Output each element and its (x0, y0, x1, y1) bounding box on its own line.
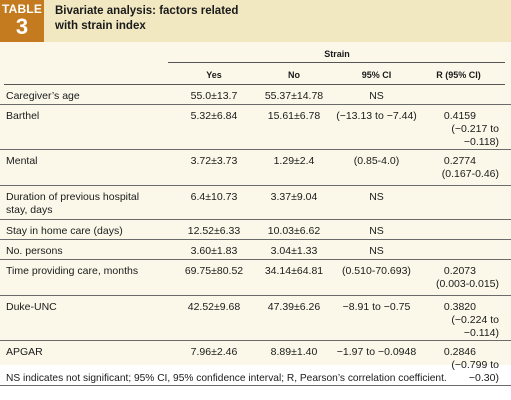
r-cell: 0.2774 (0.167-0.46) (419, 149, 511, 186)
table-row: Duke-UNC 42.52±9.68 47.39±6.26 −8.91 to −0.… (0, 295, 511, 341)
no-value: 34.14±64.81 (254, 259, 334, 296)
factor-cell: Caregiver’s age (0, 85, 174, 105)
factor-label: APGAR (6, 345, 43, 358)
table-header: TABLE 3 Bivariate analysis: factors rela… (0, 0, 511, 42)
yes-value: 55.0±13.7 (174, 85, 254, 105)
factor-cell: Duration of previous hospital stay, days (0, 185, 174, 220)
r-value: 0.2846 (443, 345, 476, 358)
factor-cell: Barthel (0, 104, 174, 150)
column-group-header: Strain (0, 42, 511, 63)
table-row: Stay in home care (days) 12.52±6.33 10.03±… (0, 219, 511, 240)
factor-label: stay, days (6, 203, 53, 216)
yes-value: 12.52±6.33 (174, 219, 254, 240)
table-row: Caregiver’s age 55.0±13.7 55.37±14.78 NS (0, 85, 511, 105)
ci-value: −8.91 to −0.75 (334, 295, 419, 341)
r-cell (419, 85, 511, 105)
table-footnote: NS indicates not significant; 95% CI, 95… (6, 373, 447, 384)
column-header-95ci: 95% CI (361, 70, 392, 80)
factor-label: Duration of previous hospital (6, 190, 140, 203)
ci-value: NS (334, 85, 419, 105)
r-cell: 0.4159 (−0.217 to −0.118) (419, 104, 511, 150)
r-cell (419, 219, 511, 240)
ci-value: (0.510-70.693) (334, 259, 419, 296)
ci-value: (−13.13 to −7.44) (334, 104, 419, 150)
r-cell: 0.2073 (0.003-0.015) (419, 259, 511, 296)
factor-cell: Time providing care, months (0, 259, 174, 296)
yes-value: 7.96±2.46 (174, 340, 254, 386)
no-value: 10.03±6.62 (254, 219, 334, 240)
table-title-line-1: Bivariate analysis: factors related (55, 5, 239, 17)
ci-value: (0.85-4.0) (334, 149, 419, 186)
table-row: No. persons 3.60±1.83 3.04±1.33 NS (0, 239, 511, 260)
no-value: 55.37±14.78 (254, 85, 334, 105)
ci-value: NS (334, 239, 419, 260)
column-header-r: R (95% CI) (436, 70, 481, 80)
table-row: Duration of previous hospital stay, days 6… (0, 185, 511, 220)
factor-cell: APGAR (0, 340, 174, 386)
factor-label: Caregiver’s age (6, 90, 80, 102)
table-row: Time providing care, months 69.75±80.52 34… (0, 259, 511, 296)
table-body-area: Strain Yes No 95% CI R (95% CI) Caregive… (0, 42, 511, 386)
no-value: 1.29±2.4 (254, 149, 334, 186)
r-ci-value: (0.003-0.015) (435, 277, 499, 290)
strain-group-label: Strain (324, 49, 350, 59)
r-ci-value: (−0.799 to −0.30) (451, 358, 499, 384)
yes-value: 3.60±1.83 (174, 239, 254, 260)
table-tag-word: TABLE (1, 2, 43, 16)
factor-label: No. persons (6, 244, 63, 257)
no-value: 3.04±1.33 (254, 239, 334, 260)
no-value: 3.37±9.04 (254, 185, 334, 220)
no-value: 47.39±6.26 (254, 295, 334, 341)
yes-value: 6.4±10.73 (174, 185, 254, 220)
factor-label: Mental (6, 154, 38, 167)
factor-label: Barthel (6, 109, 40, 122)
table-tag-number: 3 (15, 14, 29, 39)
r-cell: 0.3820 (−0.224 to −0.114) (419, 295, 511, 341)
table-title: Bivariate analysis: factors related with… (55, 4, 355, 34)
column-headers: Yes No 95% CI R (95% CI) (0, 64, 511, 85)
ci-value: −1.97 to −0.0948 (334, 340, 419, 386)
no-value: 15.61±6.78 (254, 104, 334, 150)
data-table: Caregiver’s age 55.0±13.7 55.37±14.78 NS Bar… (0, 85, 511, 386)
r-cell: 0.2846 (−0.799 to −0.30) (419, 340, 511, 386)
factor-label: Duke-UNC (6, 300, 57, 313)
r-cell (419, 239, 511, 260)
no-value: 8.89±1.40 (254, 340, 334, 386)
yes-value: 5.32±6.84 (174, 104, 254, 150)
column-header-yes: Yes (206, 70, 222, 80)
table-tag: TABLE 3 (0, 0, 44, 42)
factor-cell: Mental (0, 149, 174, 186)
yes-value: 3.72±3.73 (174, 149, 254, 186)
column-header-no: No (288, 70, 300, 80)
r-value: 0.4159 (443, 109, 476, 122)
ci-value: NS (334, 185, 419, 220)
table-row: Barthel 5.32±6.84 15.61±6.78 (−13.13 to −7.… (0, 104, 511, 150)
r-ci-value: (−0.224 to −0.114) (451, 313, 499, 339)
ci-value: NS (334, 219, 419, 240)
header-rule (4, 84, 505, 85)
r-value: 0.3820 (443, 300, 476, 313)
r-value: 0.2774 (443, 154, 476, 167)
yes-value: 42.52±9.68 (174, 295, 254, 341)
table-row: APGAR 7.96±2.46 8.89±1.40 −1.97 to −0.0948 0… (0, 340, 511, 386)
factor-label: Stay in home care (days) (6, 224, 123, 237)
r-value: 0.2073 (443, 264, 476, 277)
factor-cell: Duke-UNC (0, 295, 174, 341)
table-row: Mental 3.72±3.73 1.29±2.4 (0.85-4.0) 0.2774(… (0, 149, 511, 186)
factor-label: Time providing care, months (6, 264, 139, 277)
factor-cell: No. persons (0, 239, 174, 260)
factor-cell: Stay in home care (days) (0, 219, 174, 240)
group-underline (168, 62, 505, 63)
r-ci-value: (0.167-0.46) (441, 167, 499, 180)
yes-value: 69.75±80.52 (174, 259, 254, 296)
r-ci-value: (−0.217 to −0.118) (451, 122, 499, 148)
r-cell (419, 185, 511, 220)
table-title-line-2: with strain index (55, 20, 146, 32)
